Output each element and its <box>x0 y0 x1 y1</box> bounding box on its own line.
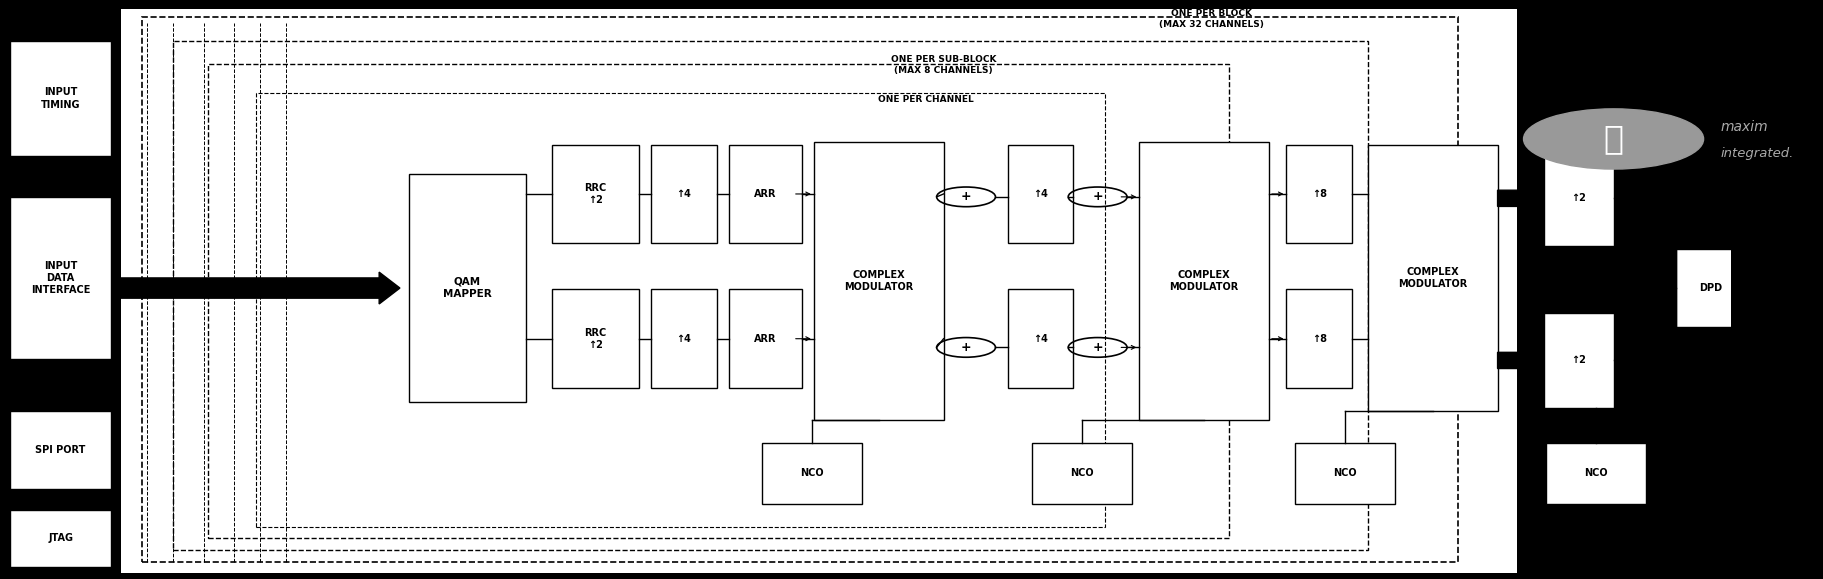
Bar <box>1006 290 1072 388</box>
Bar <box>11 197 111 359</box>
Text: ONE PER BLOCK
(MAX 32 CHANNELS): ONE PER BLOCK (MAX 32 CHANNELS) <box>1159 9 1263 29</box>
Text: maxim: maxim <box>1719 120 1768 134</box>
Bar <box>1367 145 1497 411</box>
Bar <box>0 0 120 579</box>
Text: DPD: DPD <box>1697 283 1721 293</box>
Text: ↑8: ↑8 <box>1311 189 1325 199</box>
Bar <box>651 145 716 243</box>
Bar <box>1544 151 1613 246</box>
Bar <box>552 145 638 243</box>
Bar <box>11 510 111 567</box>
Bar <box>1544 313 1613 408</box>
Text: NCO: NCO <box>800 468 824 478</box>
Bar <box>1006 145 1072 243</box>
Bar <box>552 290 638 388</box>
Text: INPUT
DATA
INTERFACE: INPUT DATA INTERFACE <box>31 261 89 295</box>
Bar <box>1285 290 1351 388</box>
Text: ↑4: ↑4 <box>676 189 691 199</box>
Text: ↑2: ↑2 <box>1571 356 1586 365</box>
Bar <box>1285 145 1351 243</box>
Bar <box>1546 443 1646 504</box>
Text: RRC
↑2: RRC ↑2 <box>583 183 607 205</box>
Bar <box>762 443 862 504</box>
Bar <box>118 9 1515 573</box>
Text: integrated.: integrated. <box>1719 147 1794 160</box>
Bar <box>1032 443 1132 504</box>
Bar <box>1675 249 1745 327</box>
Text: ↑8: ↑8 <box>1311 334 1325 344</box>
Bar <box>813 142 942 420</box>
Text: 14-BIT
4.6Gsps
DAC: 14-BIT 4.6Gsps DAC <box>1792 269 1823 304</box>
Text: NCO: NCO <box>1333 468 1356 478</box>
Bar <box>1515 0 1730 579</box>
Text: NCO: NCO <box>1070 468 1094 478</box>
Text: +: + <box>961 190 972 203</box>
Text: COMPLEX
MODULATOR: COMPLEX MODULATOR <box>844 270 913 292</box>
Text: JTAG: JTAG <box>47 533 73 544</box>
Bar <box>729 290 800 388</box>
Bar <box>11 41 111 156</box>
Bar <box>1139 142 1269 420</box>
Bar <box>651 290 716 388</box>
Text: ONE PER CHANNEL: ONE PER CHANNEL <box>879 95 973 104</box>
FancyArrow shape <box>1497 346 1537 375</box>
Bar <box>408 174 527 402</box>
Text: ONE PER SUB-BLOCK
(MAX 8 CHANNELS): ONE PER SUB-BLOCK (MAX 8 CHANNELS) <box>890 55 995 75</box>
Circle shape <box>1522 109 1703 169</box>
Text: SPI PORT: SPI PORT <box>35 445 86 455</box>
Bar <box>255 93 1105 527</box>
Bar <box>1294 443 1395 504</box>
Text: ARR: ARR <box>753 334 777 344</box>
Bar <box>142 17 1457 562</box>
Text: ↑2: ↑2 <box>1571 193 1586 203</box>
Bar <box>173 41 1367 550</box>
Bar <box>1761 203 1823 371</box>
Text: +: + <box>961 341 972 354</box>
Text: Ⓜ: Ⓜ <box>1602 123 1622 155</box>
Text: INPUT
TIMING: INPUT TIMING <box>40 87 80 109</box>
Text: ↑4: ↑4 <box>1032 334 1048 344</box>
Text: RRC
↑2: RRC ↑2 <box>583 328 607 350</box>
Text: COMPLEX
MODULATOR: COMPLEX MODULATOR <box>1169 270 1238 292</box>
FancyArrow shape <box>1497 184 1537 213</box>
Text: QAM
MAPPER: QAM MAPPER <box>443 277 492 299</box>
Bar <box>208 64 1229 538</box>
Text: ↑4: ↑4 <box>676 334 691 344</box>
Text: +: + <box>1092 341 1103 354</box>
Bar <box>11 411 111 489</box>
Text: ↑4: ↑4 <box>1032 189 1048 199</box>
Text: COMPLEX
MODULATOR: COMPLEX MODULATOR <box>1396 267 1466 289</box>
Bar <box>729 145 800 243</box>
Text: +: + <box>1092 190 1103 203</box>
Text: ARR: ARR <box>753 189 777 199</box>
Text: NCO: NCO <box>1584 468 1608 478</box>
FancyArrow shape <box>118 272 399 304</box>
